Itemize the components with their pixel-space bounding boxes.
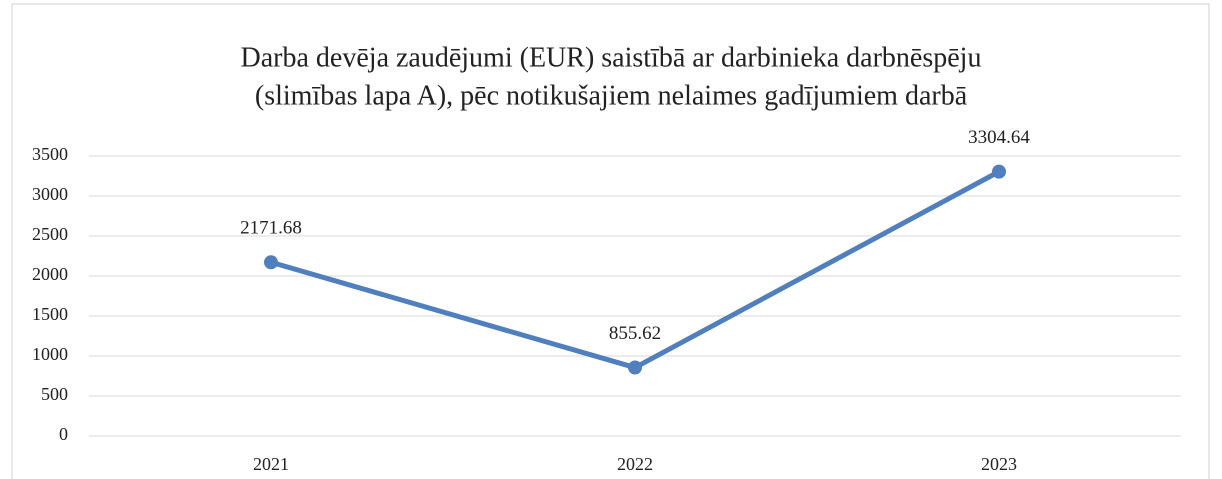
x-tick-label: 2023 (981, 454, 1017, 474)
y-tick-label: 3000 (32, 184, 68, 204)
data-label: 2171.68 (240, 218, 302, 239)
y-tick-label: 2500 (32, 224, 68, 244)
x-tick-label: 2022 (617, 454, 653, 474)
y-tick-label: 1000 (32, 344, 68, 364)
point (992, 164, 1006, 179)
chart-title: (slimības lapa A), pēc notikušajiem nela… (255, 80, 968, 111)
y-tick-label: 3500 (32, 144, 68, 164)
x-tick-label: 2021 (253, 454, 289, 474)
y-tick-label: 2000 (32, 264, 68, 284)
data-label: 855.62 (609, 323, 661, 344)
point (628, 360, 642, 375)
chart-title: Darba devēja zaudējumi (EUR) saistībā ar… (241, 42, 982, 73)
chart-frame (11, 3, 1210, 479)
y-tick-label: 0 (59, 424, 68, 444)
y-tick-label: 500 (41, 384, 68, 404)
data-label: 3304.64 (968, 127, 1030, 148)
point (264, 255, 278, 270)
y-tick-label: 1500 (32, 304, 68, 324)
